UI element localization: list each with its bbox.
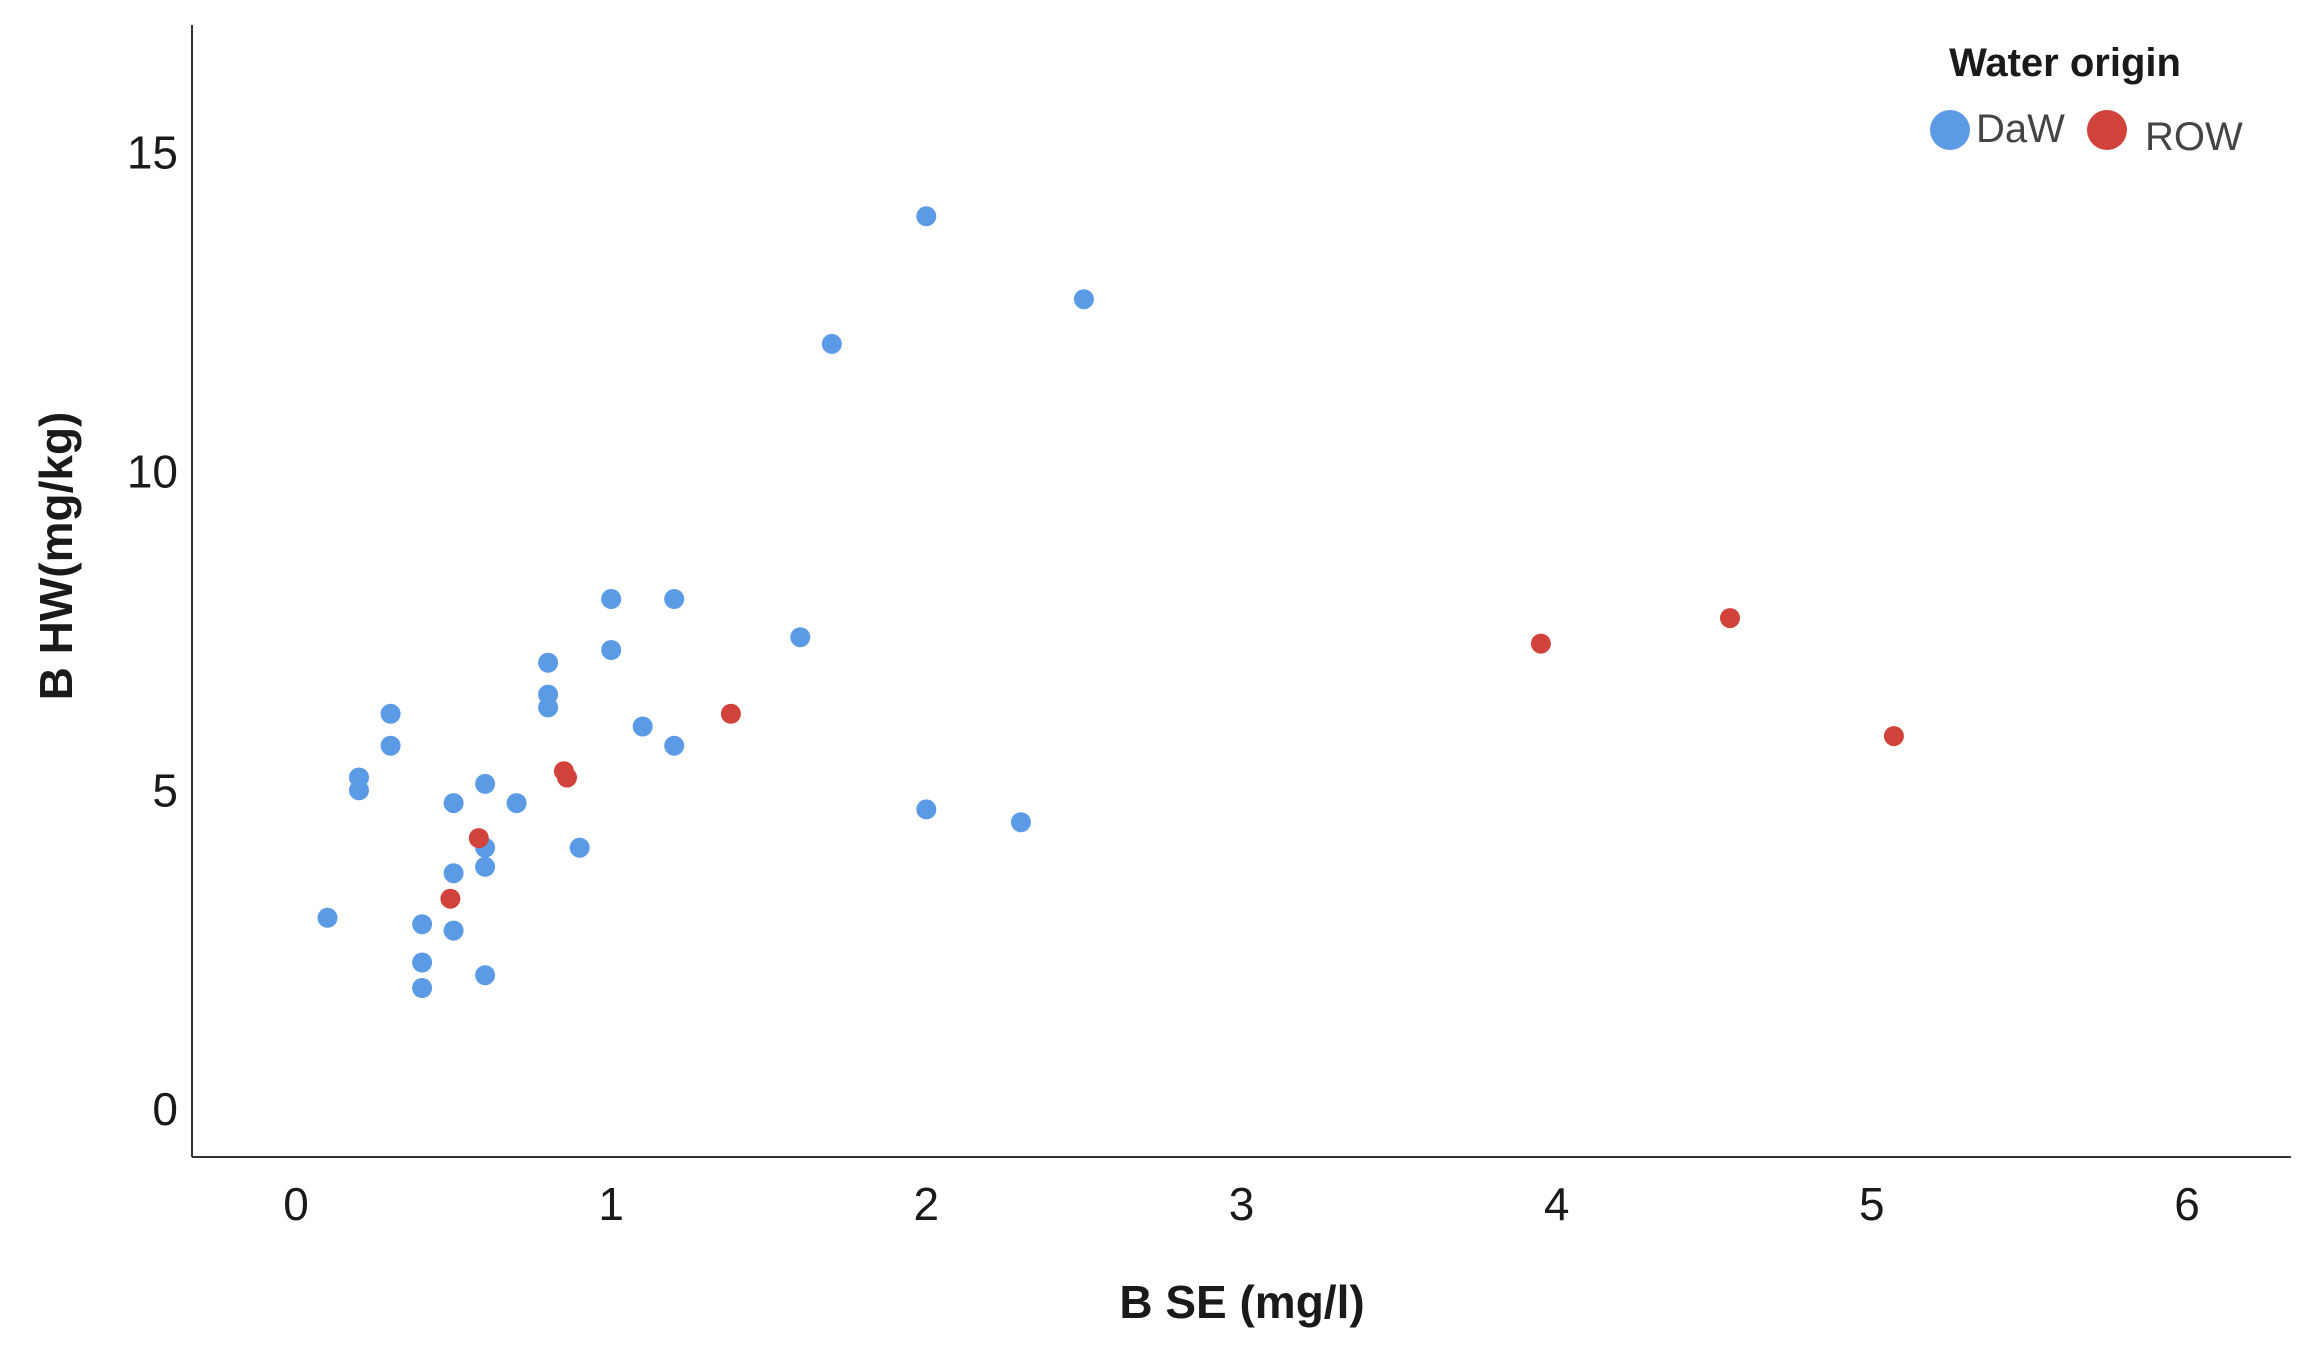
legend-swatch-daw xyxy=(1930,110,1970,150)
point-row xyxy=(557,767,577,788)
point-daw xyxy=(443,793,464,814)
point-daw xyxy=(916,799,937,820)
point-daw xyxy=(538,697,559,718)
point-daw xyxy=(664,589,685,609)
point-daw xyxy=(475,856,496,877)
legend-label-row: ROW xyxy=(2145,115,2243,159)
x-tick-labels: 0 1 2 3 4 5 6 xyxy=(283,1178,2200,1230)
point-daw xyxy=(506,793,527,814)
x-tick-label: 6 xyxy=(2174,1178,2200,1230)
legend-swatch-row xyxy=(2087,110,2127,150)
point-daw xyxy=(916,206,937,227)
legend: Water origin DaW ROW xyxy=(1930,41,2243,159)
point-daw xyxy=(380,703,401,724)
y-tick-labels: 0 5 10 15 xyxy=(127,127,178,1136)
point-daw xyxy=(632,716,653,737)
point-row xyxy=(720,703,741,724)
x-tick-label: 4 xyxy=(1544,1178,1570,1230)
x-tick-label: 5 xyxy=(1859,1178,1885,1230)
x-axis-title: B SE (mg/l) xyxy=(1119,1276,1364,1328)
point-daw xyxy=(821,333,842,354)
point-daw xyxy=(380,735,401,756)
point-daw xyxy=(664,735,685,756)
point-daw xyxy=(412,952,433,973)
point-daw xyxy=(475,965,496,986)
x-tick-label: 0 xyxy=(283,1178,309,1230)
y-tick-label: 0 xyxy=(152,1083,178,1135)
point-daw xyxy=(1010,812,1031,833)
point-daw xyxy=(412,978,433,998)
data-points xyxy=(317,206,1904,998)
point-daw xyxy=(601,640,622,660)
point-daw xyxy=(790,627,811,648)
y-tick-label: 5 xyxy=(152,764,178,816)
point-daw xyxy=(443,920,464,941)
point-daw xyxy=(475,773,496,794)
point-daw xyxy=(412,914,433,935)
point-daw xyxy=(317,907,338,928)
point-daw xyxy=(538,652,559,673)
legend-title: Water origin xyxy=(1949,41,2181,85)
point-row xyxy=(1530,633,1551,654)
point-daw xyxy=(569,837,590,858)
legend-label-daw: DaW xyxy=(1976,107,2065,151)
point-row xyxy=(468,828,489,849)
point-row xyxy=(1883,726,1904,747)
x-tick-label: 1 xyxy=(598,1178,624,1230)
x-tick-label: 2 xyxy=(914,1178,940,1230)
point-daw xyxy=(601,589,622,609)
point-row xyxy=(1720,608,1740,629)
y-tick-label: 10 xyxy=(127,445,178,497)
y-axis-title: B HW(mg/kg) xyxy=(30,412,82,701)
point-row xyxy=(440,888,461,909)
x-tick-label: 3 xyxy=(1229,1178,1255,1230)
point-daw xyxy=(443,863,464,884)
point-daw xyxy=(1073,289,1094,310)
y-tick-label: 15 xyxy=(127,127,178,179)
point-daw xyxy=(349,780,369,801)
axes xyxy=(191,25,2291,1158)
